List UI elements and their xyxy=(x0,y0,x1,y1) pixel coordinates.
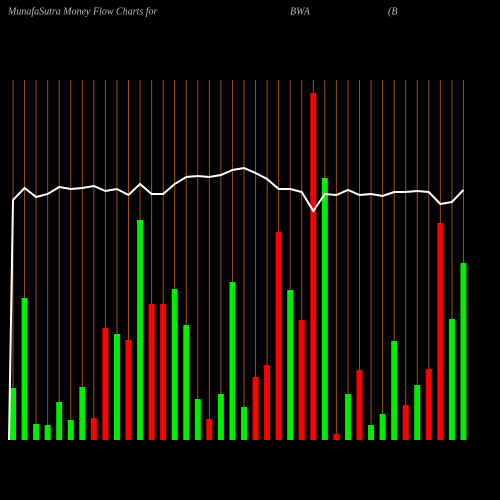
bar xyxy=(241,407,247,440)
bar xyxy=(368,425,375,440)
bar xyxy=(391,341,398,440)
bar xyxy=(194,399,201,440)
bar xyxy=(287,290,294,440)
bar xyxy=(425,369,432,440)
bar xyxy=(33,424,40,440)
bar xyxy=(460,263,467,440)
bar xyxy=(206,419,213,440)
bar xyxy=(333,434,340,440)
bar xyxy=(229,282,236,440)
bar xyxy=(402,405,409,440)
bar xyxy=(275,232,282,440)
money-flow-line xyxy=(8,166,465,441)
chart-title: MunafaSutra Money Flow Charts for xyxy=(7,6,158,17)
company-name: (B xyxy=(388,6,397,17)
bar xyxy=(183,325,190,440)
bar xyxy=(102,328,109,440)
bar xyxy=(44,425,51,440)
bar xyxy=(67,420,74,440)
bar xyxy=(310,93,317,440)
bar xyxy=(148,304,155,440)
bar xyxy=(298,320,305,440)
bar xyxy=(79,387,86,440)
bar xyxy=(160,304,167,440)
bar xyxy=(264,365,271,440)
bar xyxy=(137,220,144,440)
bar xyxy=(217,394,224,440)
bar xyxy=(437,223,444,440)
bar xyxy=(379,414,386,440)
bar xyxy=(21,298,28,440)
bar xyxy=(90,418,97,440)
bar xyxy=(356,370,363,440)
bar xyxy=(321,178,328,440)
bar xyxy=(171,289,178,440)
bar xyxy=(125,340,132,440)
bar xyxy=(414,385,421,440)
bar xyxy=(113,334,120,440)
bar xyxy=(10,388,16,440)
bar xyxy=(448,319,455,440)
symbol: BWA xyxy=(290,6,311,17)
bar xyxy=(252,377,259,440)
bar xyxy=(344,394,351,440)
bar xyxy=(56,402,63,440)
